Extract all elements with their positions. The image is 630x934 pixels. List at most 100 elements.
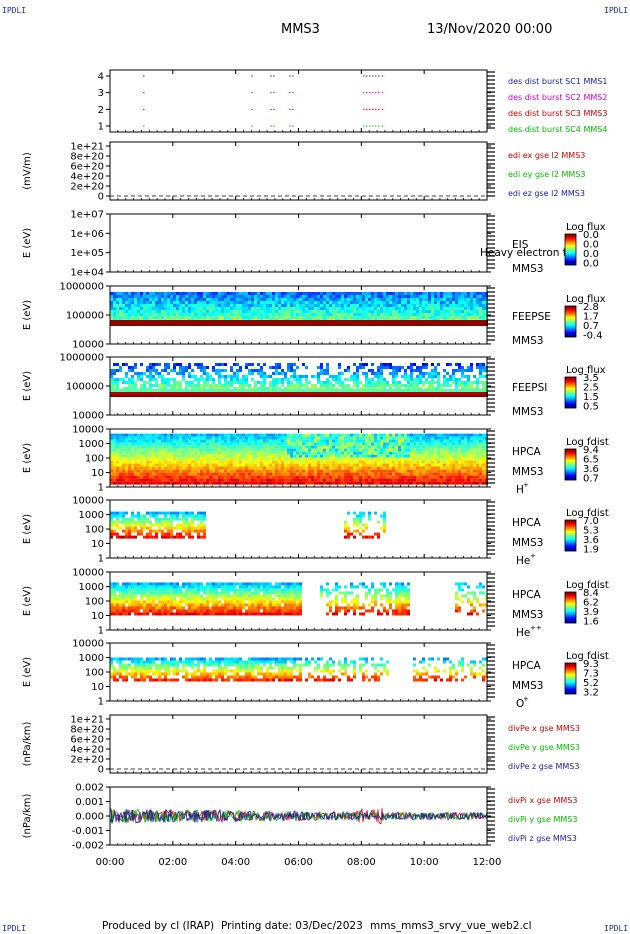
spectrogram-cell	[254, 445, 257, 449]
spectrogram-cell	[179, 478, 182, 482]
spectrogram-cell	[227, 463, 230, 467]
spectrogram-cell	[323, 304, 326, 307]
spectrogram-cell	[368, 313, 371, 316]
spectrogram-cell	[410, 369, 413, 372]
spectrogram-cell	[128, 442, 131, 446]
spectrogram-cell	[116, 392, 119, 395]
spectrogram-cell	[278, 442, 281, 446]
spectrogram-cell	[173, 511, 176, 515]
spectrogram-cell	[203, 307, 206, 310]
spectrogram-cell	[476, 460, 479, 464]
spectrogram-cell	[131, 304, 134, 307]
spectrogram-cell	[197, 454, 200, 458]
spectrogram-cell	[203, 436, 206, 440]
spectrogram-cell	[359, 363, 362, 366]
spectrogram-cell	[347, 307, 350, 310]
spectrogram-cell	[185, 389, 188, 392]
spectrogram-cell	[371, 457, 374, 461]
spectrogram-cell	[383, 324, 386, 326]
spectrogram-cell	[338, 436, 341, 440]
spectrogram-cell	[392, 316, 395, 319]
spectrogram-cell	[401, 466, 404, 470]
spectrogram-cell	[218, 451, 221, 455]
spectrogram-cell	[470, 395, 473, 397]
spectrogram-cell	[413, 369, 416, 372]
spectrogram-cell	[479, 381, 482, 384]
spectrogram-cell	[188, 451, 191, 455]
spectrogram-cell	[275, 472, 278, 476]
spectrogram-cell	[272, 389, 275, 392]
spectrogram-cell	[179, 451, 182, 455]
spectrogram-cell	[446, 313, 449, 316]
spectrogram-cell	[212, 389, 215, 392]
spectrogram-cell	[206, 442, 209, 446]
spectrogram-cell	[182, 304, 185, 307]
spectrogram-cell	[137, 460, 140, 464]
spectrogram-cell	[185, 369, 188, 372]
spectrogram-cell	[428, 436, 431, 440]
spectrogram-cell	[482, 392, 485, 395]
spectrogram-cell	[470, 320, 473, 324]
spectrogram-cell	[245, 454, 248, 458]
spectrogram-cell	[146, 320, 149, 324]
spectrogram-cell	[371, 439, 374, 443]
spectrogram-cell	[137, 463, 140, 467]
spectrogram-cell	[263, 433, 266, 437]
spectrogram-cell	[368, 389, 371, 392]
spectrogram-cell	[368, 395, 371, 397]
spectrogram-cell	[200, 463, 203, 467]
spectrogram-cell	[209, 454, 212, 458]
spectrogram-cell	[185, 292, 188, 295]
spectrogram-cell	[410, 469, 413, 473]
spectrogram-cell	[257, 298, 260, 301]
spectrogram-cell	[398, 451, 401, 455]
spectrogram-cell	[359, 366, 362, 369]
spectrogram-cell	[143, 384, 146, 387]
spectrogram-cell	[386, 466, 389, 470]
spectrogram-cell	[482, 304, 485, 307]
spectrogram-cell	[149, 375, 152, 378]
spectrogram-cell	[440, 387, 443, 390]
spectrogram-cell	[179, 445, 182, 449]
spectrogram-cell	[365, 475, 368, 479]
spectrogram-cell	[206, 372, 209, 375]
spectrogram-cell	[389, 301, 392, 304]
spectrogram-cell	[473, 439, 476, 443]
spectrogram-cell	[236, 313, 239, 316]
spectrogram-cell	[431, 375, 434, 378]
spectrogram-cell	[338, 463, 341, 467]
spectrogram-cell	[416, 469, 419, 473]
spectrogram-cell	[392, 436, 395, 440]
spectrogram-cell	[305, 381, 308, 384]
spectrogram-cell	[149, 384, 152, 387]
spectrogram-cell	[476, 381, 479, 384]
spectrogram-cell	[323, 389, 326, 392]
spectrogram-cell	[377, 445, 380, 449]
spectrogram-cell	[284, 307, 287, 310]
spectrogram-cell	[197, 448, 200, 452]
spectrogram-cell	[218, 392, 221, 395]
spectrogram-cell	[116, 517, 119, 521]
spectrogram-cell	[191, 433, 194, 437]
spectrogram-cell	[329, 298, 332, 301]
spectrogram-cell	[164, 451, 167, 455]
spectrogram-cell	[260, 442, 263, 446]
spectrogram-cell	[332, 324, 335, 326]
spectrogram-cell	[344, 301, 347, 304]
spectrogram-cell	[218, 457, 221, 461]
spectrogram-cell	[425, 313, 428, 316]
spectrogram-cell	[338, 451, 341, 455]
spectrogram-cell	[173, 304, 176, 307]
spectrogram-cell	[317, 442, 320, 446]
spectrogram-cell	[125, 313, 128, 316]
spectrogram-cell	[371, 372, 374, 375]
spectrogram-cell	[179, 433, 182, 437]
spectrogram-cell	[467, 295, 470, 298]
spectrogram-cell	[167, 529, 170, 533]
spectrogram-cell	[440, 324, 443, 326]
spectrogram-cell	[464, 292, 467, 295]
spectrogram-cell	[314, 295, 317, 298]
spectrogram-cell	[272, 460, 275, 464]
spectrogram-cell	[344, 433, 347, 437]
spectrogram-cell	[149, 363, 152, 366]
